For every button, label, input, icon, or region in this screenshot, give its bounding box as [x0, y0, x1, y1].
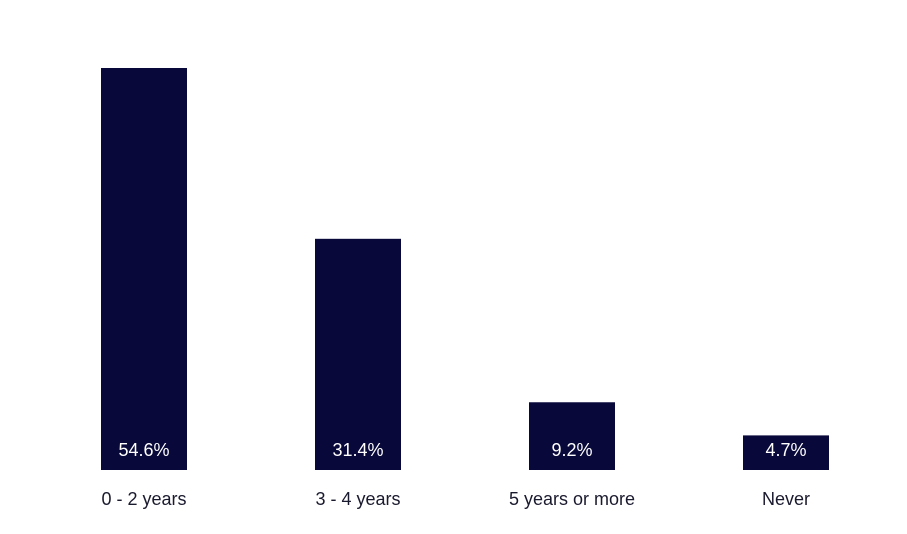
value-label-4: 4.7% [765, 440, 806, 460]
category-label-3: 5 years or more [509, 489, 635, 509]
value-label-2: 31.4% [332, 440, 383, 460]
category-label-2: 3 - 4 years [315, 489, 400, 509]
bars-group [101, 68, 829, 470]
value-label-1: 54.6% [118, 440, 169, 460]
bar-3 [529, 402, 615, 470]
value-labels-group: 54.6% 31.4% 9.2% 4.7% [118, 440, 806, 460]
category-label-1: 0 - 2 years [101, 489, 186, 509]
bar-4 [743, 435, 829, 470]
value-label-3: 9.2% [551, 440, 592, 460]
category-labels-group: 0 - 2 years 3 - 4 years 5 years or more Nev… [101, 489, 810, 509]
bar-2 [315, 238, 401, 470]
category-label-4: Never [762, 489, 810, 509]
bar-1 [101, 68, 187, 470]
